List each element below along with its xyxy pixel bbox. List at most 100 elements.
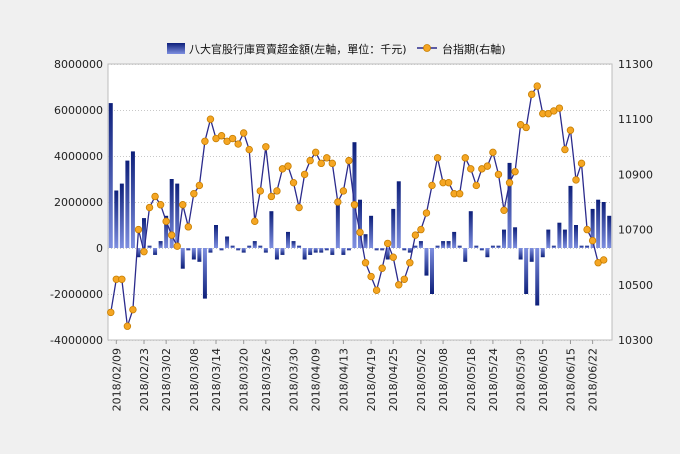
bar <box>324 248 329 251</box>
right-axis-tick-label: 11100 <box>618 113 653 126</box>
right-axis-tick-label: 10700 <box>618 224 653 237</box>
bar <box>302 248 307 260</box>
line-point <box>323 154 331 162</box>
line-point <box>179 201 187 209</box>
x-axis-tick-label: 2018/06/22 <box>587 348 600 411</box>
bar <box>607 215 612 248</box>
left-axis-tick-label: 6000000 <box>54 104 103 117</box>
line-point <box>145 203 154 212</box>
line-point <box>372 286 381 295</box>
x-axis: 2018/02/09 2018/02/23 2018/03/02 2018/03/08… <box>110 340 600 411</box>
x-axis-tick-label: 2018/02/23 <box>138 348 151 411</box>
line-point <box>455 190 464 198</box>
bar <box>225 236 230 248</box>
line-point <box>345 156 353 165</box>
line-point <box>339 187 348 195</box>
line-point <box>273 187 281 195</box>
line-point <box>245 145 253 154</box>
line-point <box>599 256 608 264</box>
line-point <box>406 259 414 267</box>
bar <box>108 103 113 248</box>
bar <box>551 245 556 248</box>
bar <box>291 241 296 248</box>
left-axis-tick-label: 2000000 <box>54 196 103 209</box>
bar <box>540 248 545 258</box>
line-point <box>417 225 425 234</box>
right-axis: 10300 10500 10700 10900 11100 11300 <box>618 58 653 347</box>
bar <box>529 248 534 262</box>
line-point <box>295 203 303 212</box>
bar <box>568 185 573 248</box>
bar <box>197 248 202 262</box>
line-point <box>422 209 431 217</box>
x-axis-tick-label: 2018/05/30 <box>515 348 528 411</box>
bar <box>418 241 423 248</box>
bar <box>557 222 562 248</box>
x-axis-tick-label: 2018/06/05 <box>537 348 550 411</box>
bar <box>202 248 207 299</box>
line-point <box>395 281 403 289</box>
right-axis-tick-label: 10500 <box>618 279 653 292</box>
bar <box>175 183 180 248</box>
line-point <box>483 162 492 170</box>
line-point <box>444 178 453 187</box>
bar <box>186 248 191 251</box>
bar-series <box>108 103 612 306</box>
bar <box>252 241 257 248</box>
x-axis-tick-label: 2018/04/19 <box>365 348 378 411</box>
bar <box>263 248 268 253</box>
x-axis-tick-label: 2018/03/14 <box>210 348 223 411</box>
bar <box>507 162 512 248</box>
legend-bar-label: 八大官股行庫買賣超金額(左軸，單位：千元) <box>189 42 407 56</box>
bar <box>180 248 185 269</box>
line-point <box>494 170 503 179</box>
bar <box>142 218 146 248</box>
line-point <box>184 223 193 231</box>
line-point <box>350 201 359 209</box>
line-point <box>300 170 309 179</box>
bar <box>535 248 540 306</box>
line-point <box>378 264 386 272</box>
bar <box>241 248 246 253</box>
line-point <box>583 225 591 234</box>
bar <box>524 248 529 294</box>
bar <box>590 208 595 248</box>
line-point <box>522 123 530 132</box>
line-point <box>428 181 436 190</box>
line-point <box>239 129 248 137</box>
bar <box>164 215 169 248</box>
x-axis-tick-label: 2018/03/02 <box>160 348 173 411</box>
bar <box>230 245 235 248</box>
bar <box>385 248 390 260</box>
line-point <box>527 90 536 99</box>
bar <box>274 248 279 260</box>
line-point <box>123 322 132 330</box>
line-point <box>195 181 204 190</box>
bar <box>125 160 130 248</box>
line-point <box>167 231 176 239</box>
bar <box>297 245 302 248</box>
bar <box>446 241 451 248</box>
bar <box>191 248 196 260</box>
line-point <box>134 225 143 234</box>
bar <box>114 190 119 248</box>
bar <box>358 199 362 248</box>
bar <box>441 241 446 248</box>
x-axis-tick-label: 2018/04/25 <box>387 348 400 411</box>
line-point <box>561 145 569 154</box>
bar <box>452 231 457 248</box>
bar <box>402 248 407 251</box>
line-point <box>511 167 519 176</box>
bar <box>496 245 501 248</box>
bar <box>147 245 152 248</box>
line-point <box>555 104 564 112</box>
bar <box>562 229 567 248</box>
bar <box>236 248 241 251</box>
bar <box>219 248 224 251</box>
bar <box>214 225 218 248</box>
line-point <box>361 259 370 267</box>
bar <box>158 241 163 248</box>
bar <box>457 245 462 248</box>
